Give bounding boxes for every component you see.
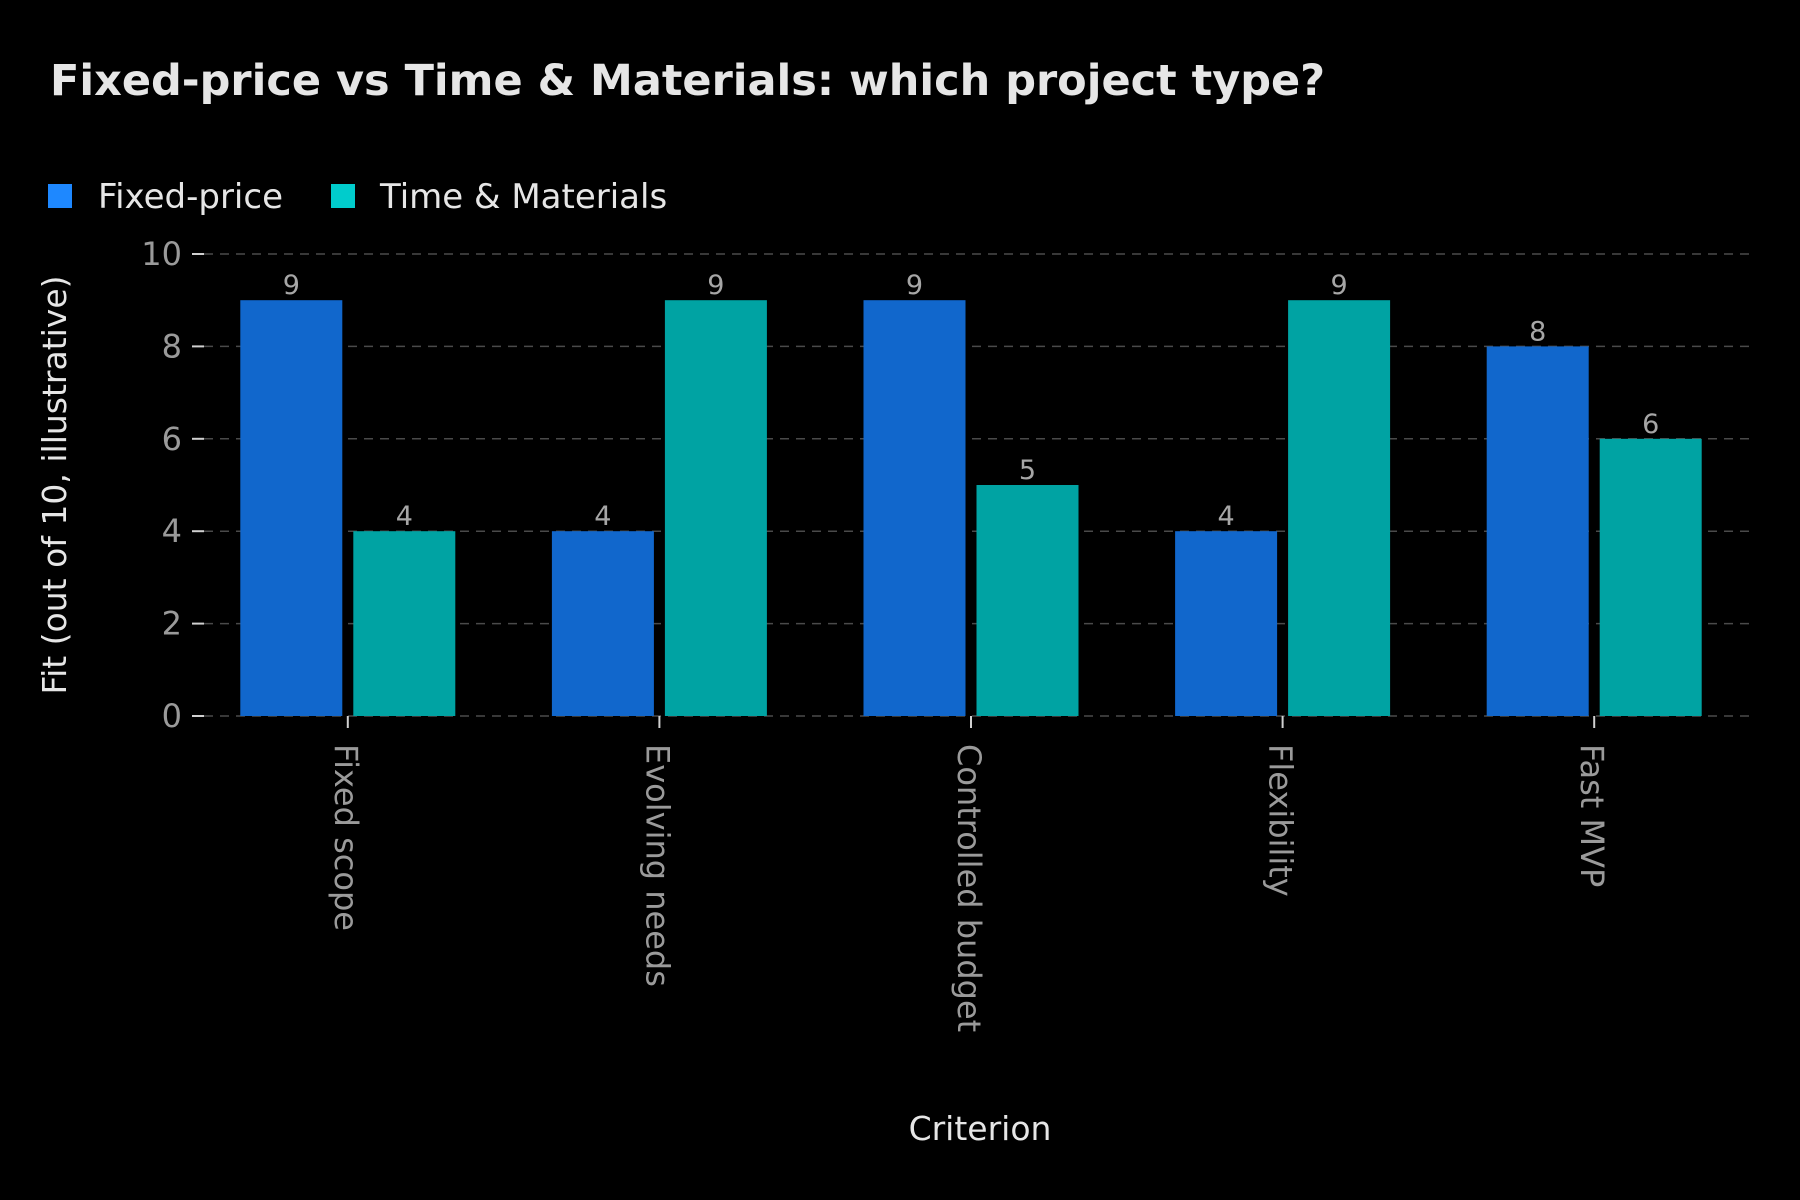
bar-fixed-price-evolving-needs: [551, 531, 654, 716]
bar-time-materials-flexibility: [1288, 300, 1391, 716]
x-tick-label-evolving-needs: Evolving needs: [638, 744, 676, 987]
bars: [240, 300, 1702, 716]
bar-time-materials-fast-mvp: [1599, 438, 1702, 716]
x-tick-label-controlled-budget: Controlled budget: [950, 744, 988, 1032]
legend-label-fixed-price: Fixed-price: [98, 177, 283, 217]
x-axis: Fixed scope Evolving needs Controlled budg…: [327, 716, 1611, 1032]
chart-title: Fixed-price vs Time & Materials: which p…: [50, 56, 1325, 106]
bar-time-materials-fixed-scope: [353, 531, 456, 716]
legend-label-time-materials: Time & Materials: [379, 177, 667, 217]
data-label-time-materials-fast-mvp: 6: [1642, 409, 1659, 440]
data-label-fixed-price-evolving-needs: 4: [594, 501, 611, 532]
data-label-fixed-price-flexibility: 4: [1218, 501, 1235, 532]
bar-fixed-price-controlled-budget: [863, 300, 966, 716]
legend-swatch-time-materials: [331, 184, 355, 208]
data-label-time-materials-fixed-scope: 4: [396, 501, 413, 532]
data-label-fixed-price-controlled-budget: 9: [906, 270, 923, 301]
data-labels: 9 4 4 9 9 5 4 9 8 6: [283, 270, 1660, 532]
legend-swatch-fixed-price: [48, 184, 72, 208]
data-label-time-materials-flexibility: 9: [1331, 270, 1348, 301]
bar-time-materials-evolving-needs: [664, 300, 767, 716]
x-tick-label-fast-mvp: Fast MVP: [1573, 744, 1611, 887]
x-axis-label: Criterion: [909, 1109, 1052, 1148]
data-label-fixed-price-fixed-scope: 9: [283, 270, 300, 301]
y-tick-label: 2: [162, 605, 182, 643]
data-label-time-materials-evolving-needs: 9: [707, 270, 724, 301]
y-tick-label: 0: [162, 697, 182, 735]
bar-fixed-price-flexibility: [1175, 531, 1278, 716]
y-tick-label: 6: [162, 420, 182, 458]
legend: Fixed-price Time & Materials: [48, 177, 667, 217]
y-tick-label: 8: [162, 327, 182, 365]
bar-time-materials-controlled-budget: [976, 485, 1079, 716]
y-tick-label: 10: [141, 235, 182, 273]
data-label-time-materials-controlled-budget: 5: [1019, 455, 1036, 486]
x-tick-label-flexibility: Flexibility: [1262, 744, 1300, 897]
x-tick-label-fixed-scope: Fixed scope: [327, 744, 365, 931]
y-axis: 0 2 4 6 8 10: [141, 235, 204, 735]
y-tick-label: 4: [162, 512, 182, 550]
bar-fixed-price-fast-mvp: [1486, 346, 1589, 716]
y-axis-label: Fit (out of 10, illustrative): [35, 275, 74, 694]
data-label-fixed-price-fast-mvp: 8: [1529, 316, 1546, 347]
bar-fixed-price-fixed-scope: [240, 300, 343, 716]
